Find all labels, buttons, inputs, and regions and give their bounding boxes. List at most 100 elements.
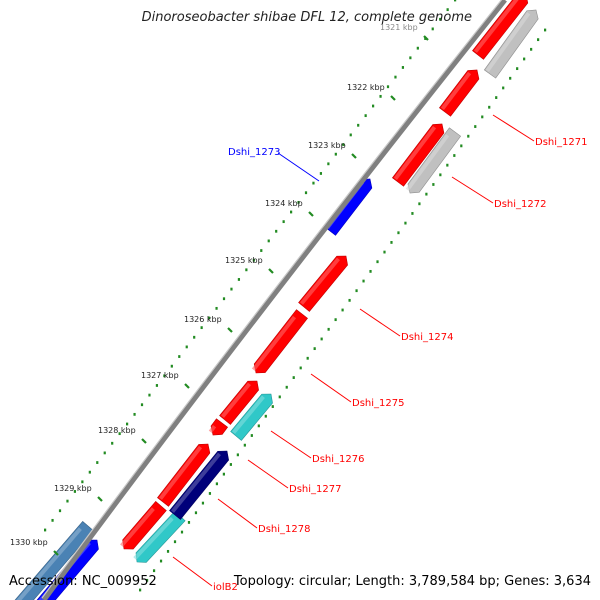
feature-f8 [157, 443, 211, 507]
tick-dot-0-26 [237, 278, 241, 281]
ruler-label-4: 1325 kbp [225, 256, 263, 265]
tick-dot-0-43 [364, 114, 367, 118]
ruler-tick-0 [423, 35, 429, 41]
feature-highlight-f1 [473, 0, 521, 53]
ruler-tick-3 [308, 211, 314, 217]
tick-dot-1-9 [201, 501, 205, 505]
tick-dot-1-33 [369, 269, 372, 273]
tick-dot-1-50 [488, 105, 491, 109]
gene-label-1: Dshi_1272 [494, 199, 546, 210]
tick-dot-1-2 [152, 569, 156, 573]
ruler-label-7: 1328 kbp [98, 426, 136, 435]
tick-dot-1-5 [173, 540, 177, 544]
tick-dot-1-24 [306, 356, 309, 360]
tick-dot-1-45 [453, 154, 456, 157]
tick-dot-1-12 [222, 472, 225, 476]
feature-highlight-f3 [393, 125, 437, 180]
feature-body-f8 [157, 443, 211, 507]
feature-highlight-g1 [485, 12, 531, 72]
tick-dot-1-46 [460, 144, 463, 148]
ruler-label-5: 1326 kbp [184, 315, 222, 324]
tick-dot-0-8 [103, 451, 106, 455]
tick-dot-0-33 [290, 210, 293, 214]
gene-leader-0 [492, 114, 535, 142]
tick-dot-0-40 [342, 143, 345, 146]
gene-label-6: Dshi_1277 [289, 484, 341, 495]
feature-body-g1 [483, 9, 539, 79]
tick-dot-1-29 [341, 308, 344, 312]
ruler-tick-7 [141, 438, 147, 444]
tick-dot-1-48 [474, 125, 477, 128]
tick-dot-1-1 [145, 578, 149, 582]
tick-dot-1-22 [292, 376, 295, 379]
tick-dot-0-37 [319, 172, 323, 175]
tick-dot-1-58 [544, 28, 547, 32]
tick-dot-1-11 [215, 482, 219, 486]
feature-highlight-f9 [120, 507, 155, 547]
tick-dot-1-0 [139, 588, 142, 592]
tick-dot-0-44 [372, 104, 375, 108]
tick-dot-0-23 [215, 306, 218, 310]
tick-dot-0-48 [401, 66, 405, 69]
tick-dot-0-50 [416, 46, 419, 50]
tick-dot-1-31 [355, 289, 358, 293]
feature-highlight-f2 [440, 71, 472, 110]
tick-dot-0-29 [260, 249, 263, 252]
tick-dot-1-40 [418, 202, 421, 206]
gene-label-5: Dshi_1276 [312, 454, 364, 465]
tick-dot-0-0 [44, 528, 47, 532]
tick-dot-1-54 [516, 67, 519, 71]
tick-dot-0-31 [275, 229, 278, 233]
tick-dot-0-2 [58, 509, 62, 513]
tick-dot-0-24 [222, 297, 226, 301]
tick-dot-0-35 [304, 191, 308, 195]
tick-dot-1-51 [495, 96, 498, 99]
tick-dot-0-11 [126, 422, 129, 426]
tick-dot-0-53 [439, 17, 442, 21]
feature-highlight-f4 [300, 257, 340, 305]
tick-dot-1-42 [432, 183, 435, 186]
tick-dot-1-44 [446, 163, 449, 167]
feature-c1 [230, 393, 273, 441]
tick-dot-1-8 [194, 511, 198, 515]
feature-highlight-c1 [232, 395, 265, 434]
tick-dot-1-27 [327, 327, 330, 331]
genome-backbone [41, 0, 507, 600]
genome-title: Dinoroseobacter shibae DFL 12, complete … [141, 10, 472, 25]
feature-body-n1 [169, 450, 229, 520]
tick-dot-1-13 [229, 463, 232, 466]
tick-dot-0-17 [170, 364, 173, 368]
feature-c2 [133, 510, 186, 563]
ruler-tick-5 [227, 327, 233, 333]
feature-f7 [208, 418, 229, 436]
feature-highlight-f8 [158, 445, 203, 500]
tick-dot-1-7 [187, 521, 191, 524]
tick-dot-1-32 [362, 279, 365, 283]
tick-dot-1-56 [530, 47, 533, 51]
ruler-labels: 1321 kbp 1322 kbp 1323 kbp 1324 kbp 1325 kbp… [10, 23, 429, 556]
feature-highlight-n1 [170, 452, 221, 513]
tick-dot-1-23 [299, 366, 302, 370]
tick-dot-0-39 [334, 152, 337, 156]
ruler-label-0: 1321 kbp [380, 23, 418, 32]
tick-dot-1-52 [502, 86, 505, 90]
tick-dot-0-54 [446, 8, 449, 12]
feature-highlight-c2 [133, 517, 174, 560]
tick-dot-0-4 [73, 490, 77, 493]
ruler-label-1: 1322 kbp [347, 83, 385, 92]
feature-f6 [219, 380, 259, 425]
tick-dot-0-6 [88, 470, 91, 474]
gene-features [14, 0, 539, 600]
tick-dot-1-16 [250, 434, 253, 437]
tick-dot-0-34 [297, 200, 300, 204]
genome-summary-text: Topology: circular; Length: 3,789,584 bp… [233, 574, 591, 589]
feature-f4 [298, 255, 348, 312]
feature-f3 [392, 123, 445, 187]
gene-leader-5 [270, 430, 312, 459]
gene-label-7: Dshi_1278 [258, 524, 310, 535]
tick-dot-1-35 [383, 250, 386, 254]
gene-leader-3 [359, 308, 401, 337]
ruler-tick-8 [97, 496, 103, 502]
ruler-label-2: 1323 kbp [308, 141, 346, 150]
